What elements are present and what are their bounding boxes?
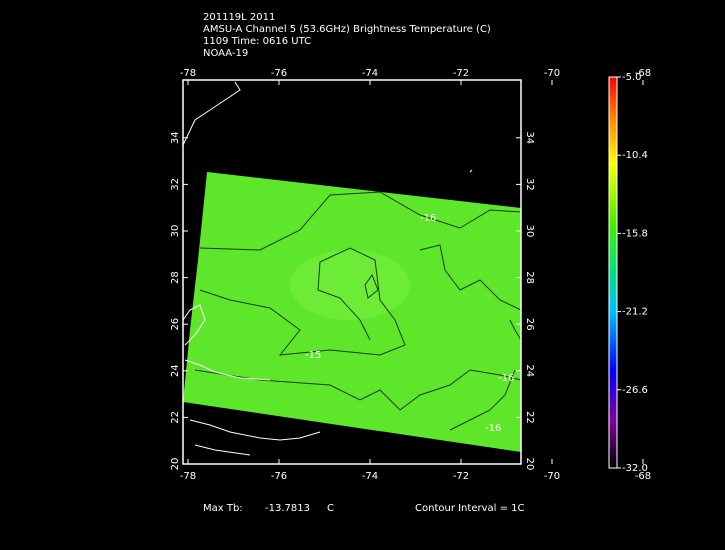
contour-label: -16 [420,213,436,224]
lat-label: 22 [170,411,181,424]
lon-label: -68 [635,471,651,482]
map: -16 -15 -16 -16 [182,79,522,465]
lon-label: -78 [180,68,196,79]
lon-label: -72 [453,471,469,482]
lon-label: -68 [635,68,651,79]
title-line: AMSU-A Channel 5 (53.6GHz) Brightness Te… [203,24,491,35]
max-label: Max Tb: [203,503,243,514]
lat-label: 24 [170,364,181,377]
lon-label: -74 [362,471,378,482]
title-line: NOAA-19 [203,48,248,59]
lon-label: -74 [362,68,378,79]
lat-label: 34 [170,131,181,144]
contour-label: -15 [305,350,321,361]
lat-label: 30 [524,225,535,238]
lon-label: -76 [271,68,287,79]
lon-label: -72 [453,68,469,79]
lat-label: 26 [524,318,535,331]
lat-label: 28 [524,271,535,284]
lat-label: 26 [170,318,181,331]
lat-label: 30 [170,225,181,238]
contour-interval: Contour Interval = 1C [415,503,525,514]
contour-label: -16 [485,423,501,434]
lon-label: -70 [544,68,560,79]
max-unit: C [327,503,334,514]
colorbar [608,76,618,469]
colorbar-label: -26.6 [622,385,648,396]
lon-label: -78 [180,471,196,482]
lat-label: 34 [524,131,535,144]
lat-label: 32 [524,178,535,191]
colorbar-label: -5.0 [622,72,642,83]
lon-label: -70 [544,471,560,482]
lat-label: 22 [524,411,535,424]
lat-label: 24 [524,364,535,377]
map-frame [182,79,522,465]
colorbar-label: -32.0 [622,463,648,474]
coastlines [182,81,473,456]
lat-label: 20 [170,458,181,471]
colorbar-label: -15.8 [622,228,648,239]
contours [194,191,522,431]
max-value: -13.7813 [265,503,310,514]
title-line: 1109 Time: 0616 UTC [203,36,311,47]
lon-label: -76 [271,471,287,482]
lat-label: 32 [170,178,181,191]
lat-label: 28 [170,271,181,284]
contour-label: -16 [498,373,514,384]
lat-label: 20 [524,458,535,471]
title-line: 201119L 2011 [203,12,275,23]
colorbar-label: -10.4 [622,150,648,161]
colorbar-label: -21.2 [622,307,648,318]
